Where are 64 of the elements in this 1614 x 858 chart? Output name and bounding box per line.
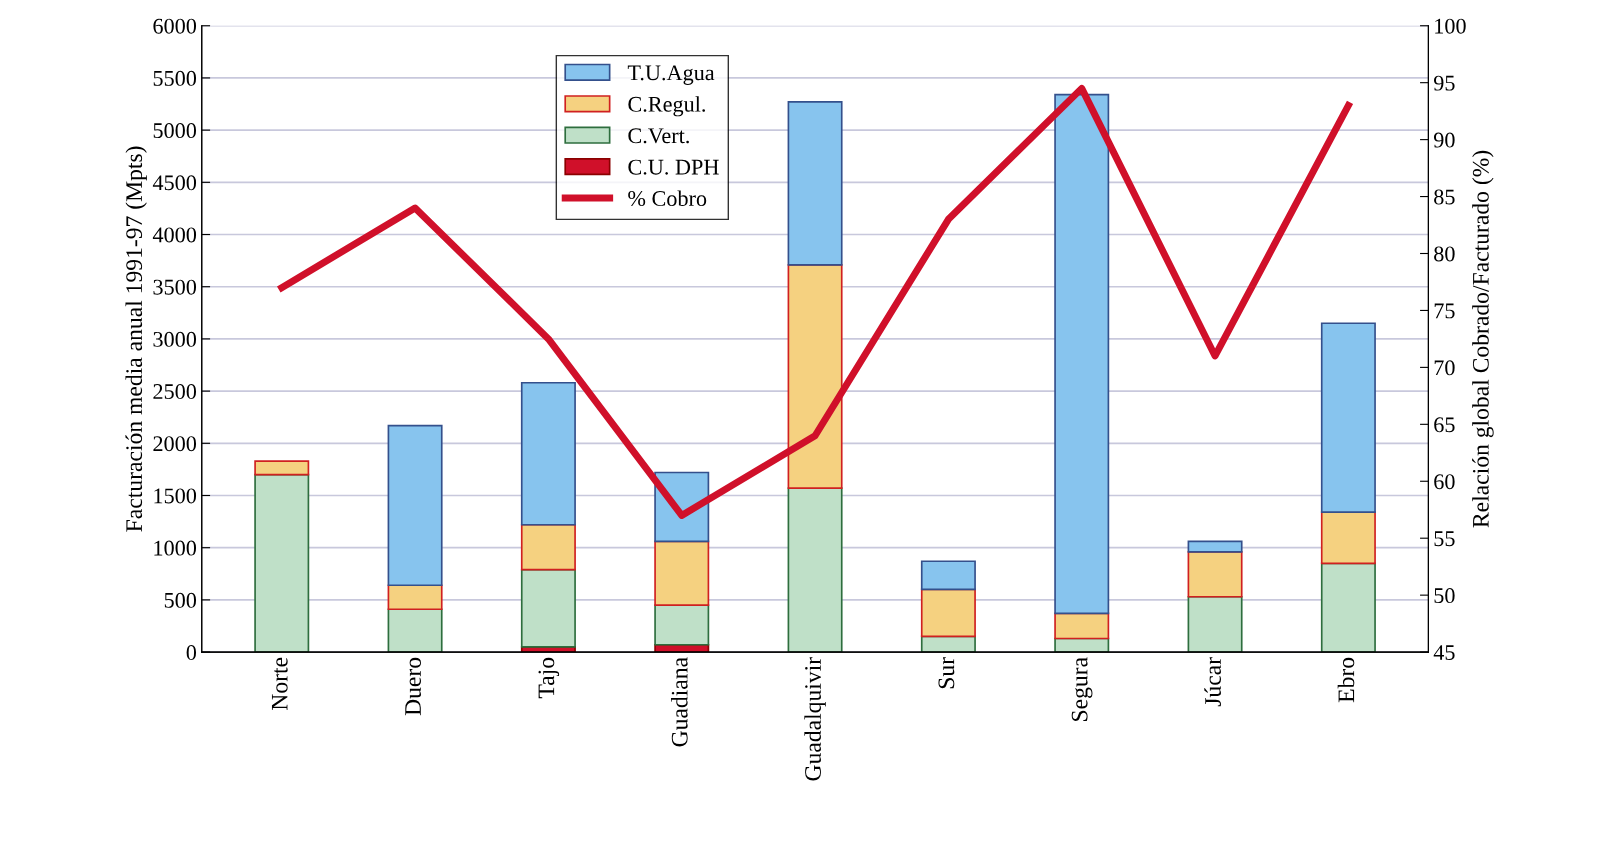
bar (520, 523, 576, 571)
bar (1054, 612, 1110, 640)
bar (1187, 551, 1243, 598)
y2-tick-label: 80 (1434, 246, 1455, 262)
y2-tick-label: 45 (1433, 645, 1455, 661)
y-tick-label: 4000 (152, 227, 197, 243)
y2-tick-label: 70 (1434, 360, 1455, 376)
y2-tick-label: 90 (1433, 132, 1455, 148)
bar (1320, 562, 1376, 653)
y-tick-label: 0 (186, 645, 197, 661)
y2-tick-label: 60 (1434, 474, 1455, 490)
y-tick-label: 5500 (153, 70, 197, 86)
x-tick-label: Segura (1071, 657, 1093, 721)
y-axis-title: Facturación media anual 1991-97 (Mpts) (125, 146, 147, 532)
bar (787, 487, 843, 653)
legend-label: C.Vert. (628, 128, 689, 144)
bar (387, 608, 443, 653)
y2-tick-label: 65 (1434, 417, 1455, 433)
x-tick-label: Júcar (1204, 657, 1221, 707)
y-tick-label: 1500 (154, 488, 197, 504)
x-tick-label: Guadalquivir (804, 657, 826, 781)
bar (1187, 540, 1243, 553)
y-tick-label: 6000 (153, 18, 197, 34)
bar (1054, 93, 1110, 615)
legend-label: C.U. DPH (628, 159, 719, 175)
bar (1187, 595, 1243, 653)
bar (387, 424, 443, 587)
bar (920, 588, 976, 638)
x-tick-label: Guadiana (671, 657, 688, 747)
legend-label: % Cobro (628, 190, 707, 207)
y-tick-label: 500 (164, 592, 197, 608)
bar (520, 381, 576, 526)
y-tick-label: 2000 (153, 436, 197, 452)
y2-tick-label: 100 (1435, 18, 1466, 34)
y-tick-label: 3500 (153, 279, 197, 295)
bar (520, 568, 576, 648)
legend-label: T.U.Agua (627, 65, 715, 85)
y-tick-label: 1000 (154, 540, 197, 556)
x-tick-label: Sur (938, 657, 955, 689)
bar (654, 540, 710, 606)
y-tick-label: 4500 (152, 175, 197, 191)
x-tick-label: Duero (405, 657, 421, 716)
bar (1320, 511, 1376, 565)
x-tick-label: Norte (271, 657, 288, 711)
bar (1320, 322, 1376, 514)
y2-tick-label: 75 (1434, 303, 1455, 319)
y-tick-label: 5000 (153, 123, 197, 139)
y-tick-label: 2500 (153, 384, 197, 400)
bar (787, 101, 843, 266)
y2-tick-label: 55 (1434, 531, 1455, 547)
x-tick-label: Ebro (1337, 657, 1355, 703)
y2-tick-label: 95 (1433, 75, 1455, 91)
y2-axis-title: Relación global Cobrado/Facturado (%) (1472, 150, 1494, 528)
y2-tick-label: 85 (1434, 189, 1455, 205)
y2-tick-label: 50 (1434, 588, 1455, 604)
bar (920, 560, 976, 591)
bar (387, 584, 443, 611)
y-tick-label: 3000 (153, 331, 197, 347)
legend-label: C.Regul. (628, 96, 705, 117)
bar (654, 604, 710, 646)
x-tick-label: Tajo (538, 657, 560, 699)
bar (254, 473, 310, 653)
bar (787, 263, 843, 490)
bar (254, 460, 310, 476)
